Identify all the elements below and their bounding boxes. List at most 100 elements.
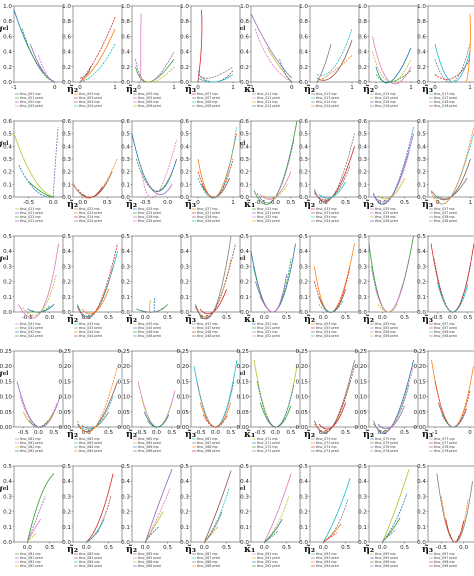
y-tick-label: 0.2 xyxy=(3,280,12,286)
series-line xyxy=(254,28,293,83)
x-tick-label: 0.5 xyxy=(167,430,176,436)
legend-entry: thsc_018 pred xyxy=(434,104,457,108)
y-tick-label: 0.0 xyxy=(299,540,308,546)
x-tick-label: 0.0 xyxy=(152,430,161,436)
x-tick-label: 0.0 xyxy=(319,315,328,321)
legend-entry: thsc_031 mp xyxy=(257,207,278,211)
y-tick-label: 0.4 xyxy=(240,249,249,255)
legend-entry: thsc_055 pred xyxy=(375,326,398,330)
x-tick-label: 0 xyxy=(468,430,472,436)
x-tick-label: 0.0 xyxy=(271,430,280,436)
series-line xyxy=(13,133,54,198)
legend-entry: thsc_056 mp xyxy=(375,330,396,334)
x-tick-label: 0.5 xyxy=(104,430,113,436)
series-line xyxy=(204,488,230,543)
x-tick-label: 0 xyxy=(78,85,82,91)
y-tick-label: 0.3 xyxy=(3,264,12,270)
series-line xyxy=(316,40,353,81)
y-tick-label: 0.6 xyxy=(180,119,189,125)
legend-entry: thsc_001 mp xyxy=(20,92,41,96)
subplot: 0.00.10.20.30.40.50.6-0.5 0.0 η̃₂thsc_021 … xyxy=(3,119,78,223)
x-axis-label: κ̃₁ xyxy=(244,314,255,325)
legend-entry: thsc_034 pred xyxy=(316,219,339,223)
y-tick-label: 0.2 xyxy=(121,510,130,516)
y-tick-label: 0.3 xyxy=(3,494,12,500)
series-line xyxy=(434,43,471,83)
y-tick-label: 1.0 xyxy=(62,4,71,10)
x-tick-label: 0.0 xyxy=(82,315,91,321)
subplot: 0.00.10.20.30.40.50.6-0.5 0.0 η̃₃thsc_025 … xyxy=(121,119,196,223)
series-line xyxy=(77,366,118,433)
x-tick-label: -0.5 xyxy=(22,315,33,321)
x-tick-label: -1 xyxy=(11,85,17,91)
y-tick-label: 0.05 xyxy=(0,410,12,416)
y-tick-label: 0.25 xyxy=(0,349,12,355)
series-line xyxy=(263,184,289,199)
x-tick-label: 0 xyxy=(436,200,440,206)
legend-entry: thsc_096 pred xyxy=(375,564,398,568)
y-tick-label: 0.6 xyxy=(299,34,308,40)
x-tick-label: 1 xyxy=(350,85,354,91)
plot-frame xyxy=(309,350,360,428)
legend-entry: thsc_036 pred xyxy=(375,219,398,223)
y-tick-label: 0.1 xyxy=(299,182,308,188)
subplot: 0.0 0.1 0.2 0.3 0.4 0.5 0.6 0.0 0.5 η̃₃ thsc_035 m… xyxy=(358,119,433,223)
y-tick-label: 0.4 xyxy=(3,50,12,56)
y-tick-label: 0.3 xyxy=(299,157,308,163)
y-tick-label: 1.0 xyxy=(3,4,12,10)
x-axis-label: η̃₃ xyxy=(185,84,196,95)
legend-entry: thsc_014 pred xyxy=(316,104,339,108)
y-tick-label: 0.0 xyxy=(180,80,189,86)
x-axis-label: η̃₂ xyxy=(304,84,315,95)
y-tick-label: 1.0 xyxy=(121,4,130,10)
x-tick-label: -0.5 xyxy=(432,315,443,321)
x-tick-label: 1 xyxy=(231,85,235,91)
x-tick-label: 0.5 xyxy=(104,315,113,321)
x-tick-label: 0.0 xyxy=(448,315,457,321)
y-tick-label: 0.10 xyxy=(118,395,131,401)
series-line xyxy=(79,17,116,83)
y-tick-label: 0.3 xyxy=(121,157,130,163)
legend-entry: thsc_065 mp xyxy=(138,437,159,441)
x-axis-label: η̃₂ xyxy=(67,544,78,555)
series-line xyxy=(466,13,471,83)
subplot: 0.000.050.100.150.200.250.0 0.5 η̃₂thsc_07… xyxy=(296,349,375,453)
series-line xyxy=(143,411,170,428)
y-tick-label: 0.5 xyxy=(417,464,426,470)
y-axis-label: Ψel xyxy=(0,486,8,497)
legend-entry: thsc_051 pred xyxy=(257,326,280,330)
y-tick-label: 0.4 xyxy=(180,50,189,56)
y-tick-label: 0.0 xyxy=(358,540,367,546)
series-line xyxy=(373,127,414,205)
y-tick-label: 0.05 xyxy=(414,410,427,416)
series-line xyxy=(195,243,236,319)
legend-entry: thsc_004 mp xyxy=(79,100,100,104)
x-tick-label: 0.5 xyxy=(222,545,231,551)
plot-frame xyxy=(72,5,123,83)
y-tick-label: 0.4 xyxy=(180,249,189,255)
series-line xyxy=(199,402,232,428)
plot-frame xyxy=(368,465,419,543)
legend-entry: thsc_038 mp xyxy=(434,215,455,219)
legend-entry: thsc_095 mp xyxy=(375,552,396,556)
legend-entry: thsc_083 pred xyxy=(79,556,102,560)
legend-entry: thsc_002 mp xyxy=(20,100,41,104)
legend-entry: thsc_056 pred xyxy=(375,334,398,338)
y-tick-label: 0.4 xyxy=(121,479,130,485)
legend-entry: thsc_063 pred xyxy=(79,441,102,445)
y-tick-label: 0.15 xyxy=(118,379,131,385)
plot-frame xyxy=(309,465,360,543)
y-tick-label: 0.4 xyxy=(417,479,426,485)
legend-entry: thsc_086 pred xyxy=(138,564,161,568)
y-tick-label: 0.1 xyxy=(62,182,71,188)
x-tick-label: 0 xyxy=(196,200,200,206)
y-tick-label: 0.00 xyxy=(414,425,427,431)
y-tick-label: 0.4 xyxy=(299,50,308,56)
y-tick-label: 0.1 xyxy=(358,295,367,301)
legend-entry: thsc_013 mp xyxy=(316,92,337,96)
